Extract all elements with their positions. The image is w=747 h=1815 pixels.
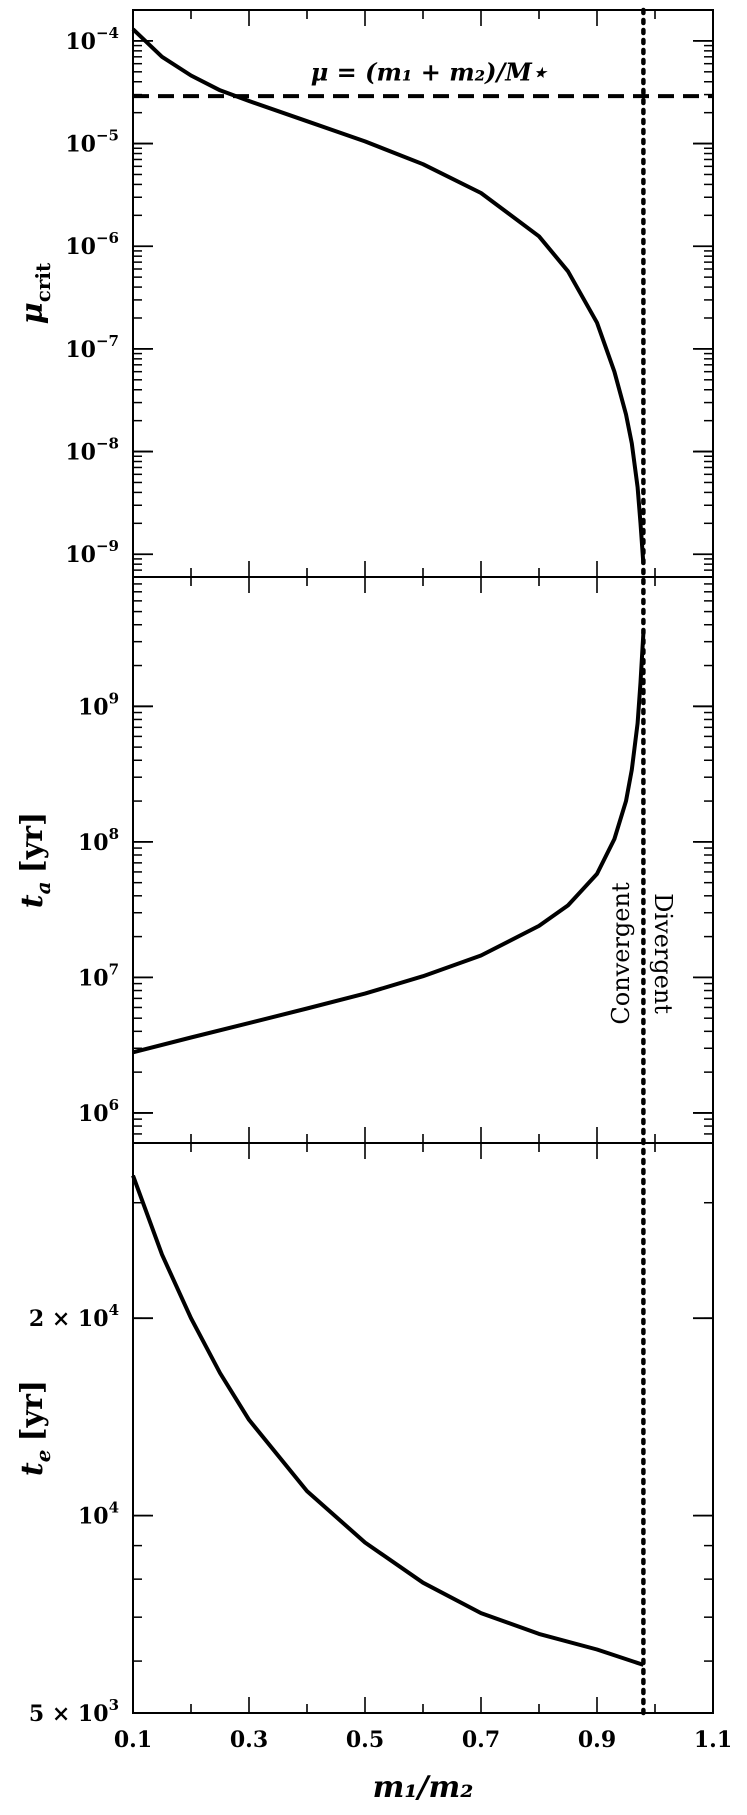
y-tick-label: 106 (78, 1096, 119, 1127)
x-tick-label: 1.1 (694, 1727, 732, 1753)
y-tick-label: 10−7 (65, 332, 119, 363)
annotation-mu-definition: μ = (m₁ + m₂)/M⋆ (311, 58, 548, 87)
annotation-convergent: Convergent (607, 882, 635, 1025)
tick-base: 10 (65, 29, 96, 55)
tick-base: 10 (78, 1504, 109, 1530)
y-axis-title: te [yr] (15, 1380, 55, 1476)
tick-exponent: −9 (96, 537, 119, 555)
y-tick-label: 107 (78, 960, 119, 991)
y-axis-symbol: t (15, 1462, 50, 1476)
tick-exponent: −5 (96, 127, 119, 145)
tick-base: 2 × 10 (29, 1306, 109, 1332)
x-tick-label: 0.1 (114, 1727, 152, 1753)
tick-exponent: 3 (109, 1696, 119, 1714)
tick-exponent: 4 (109, 1499, 119, 1517)
tick-base: 10 (65, 542, 96, 568)
y-tick-label: 10−4 (65, 24, 119, 55)
annotation-divergent: Divergent (649, 893, 677, 1014)
y-axis-subscript: crit (31, 262, 55, 302)
tick-exponent: −6 (96, 229, 119, 247)
x-tick-label: 0.9 (578, 1727, 616, 1753)
tick-base: 10 (65, 440, 96, 466)
y-tick-label: 104 (78, 1499, 119, 1530)
y-axis-subscript: e (31, 1450, 55, 1463)
y-tick-label: 2 × 104 (29, 1301, 119, 1332)
y-tick-label: 108 (78, 825, 119, 856)
y-axis-symbol: μ (15, 302, 50, 324)
tick-base: 10 (78, 830, 109, 856)
tick-base: 10 (78, 694, 109, 720)
tick-exponent: −8 (96, 435, 119, 453)
y-tick-label: 5 × 103 (29, 1696, 119, 1727)
tick-exponent: 7 (109, 960, 119, 978)
y-tick-label: 10−9 (65, 537, 119, 568)
tick-exponent: 8 (109, 825, 119, 843)
tick-exponent: −4 (96, 24, 119, 42)
y-axis-unit: [yr] (15, 812, 50, 874)
x-tick-label: 0.3 (230, 1727, 268, 1753)
x-axis-title: m₁/m₂ (373, 1770, 474, 1805)
tick-exponent: 9 (109, 689, 119, 707)
tick-base: 10 (65, 234, 96, 260)
x-tick-label: 0.5 (346, 1727, 384, 1753)
y-tick-label: 10−5 (65, 127, 119, 158)
y-tick-label: 10−8 (65, 435, 119, 466)
tick-exponent: −7 (96, 332, 119, 350)
tick-base: 10 (65, 337, 96, 363)
series-curve (132, 632, 646, 1055)
series-curve (131, 1174, 645, 1667)
y-axis-title: μcrit (15, 262, 55, 324)
y-tick-label: 10−6 (65, 229, 119, 260)
plot-frame (132, 1142, 714, 1714)
y-tick-label: 109 (78, 689, 119, 720)
plot-frame (132, 576, 714, 1144)
series-curve (131, 27, 646, 565)
y-axis-subscript: a (31, 881, 55, 894)
y-axis-unit: [yr] (15, 1380, 50, 1442)
tick-exponent: 6 (109, 1096, 119, 1114)
y-axis-title: ta [yr] (15, 812, 55, 908)
tick-exponent: 4 (109, 1301, 119, 1319)
tick-base: 5 × 10 (29, 1701, 109, 1727)
tick-base: 10 (65, 132, 96, 158)
tick-base: 10 (78, 1101, 109, 1127)
tick-base: 10 (78, 965, 109, 991)
x-tick-label: 0.7 (462, 1727, 500, 1753)
y-axis-symbol: t (15, 894, 50, 908)
